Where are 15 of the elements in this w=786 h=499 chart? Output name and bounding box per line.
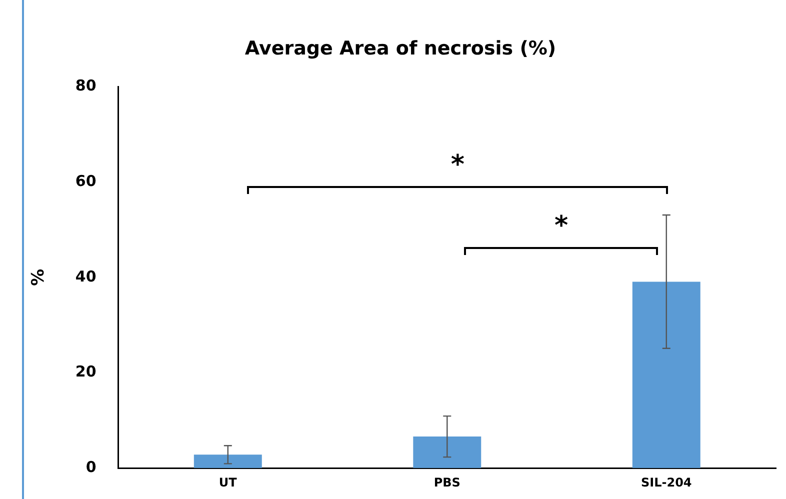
y-tick-label: 20: [75, 362, 96, 381]
x-tick-label: UT: [218, 475, 238, 490]
x-tick-label: SIL-204: [640, 475, 692, 490]
chart-title: Average Area of necrosis (%): [244, 37, 556, 60]
annotation: *: [554, 210, 568, 241]
y-tick-label: 0: [86, 458, 96, 476]
bar: [413, 436, 482, 468]
y-axis-title: %: [28, 268, 49, 286]
bar: [194, 454, 262, 468]
y-tick-label: 40: [75, 267, 96, 286]
y-tick-label: 80: [75, 76, 96, 95]
x-tick-label: PBS: [434, 475, 460, 490]
annotation: *: [450, 150, 464, 180]
y-tick-label: 60: [75, 172, 96, 190]
bar: [632, 282, 700, 468]
